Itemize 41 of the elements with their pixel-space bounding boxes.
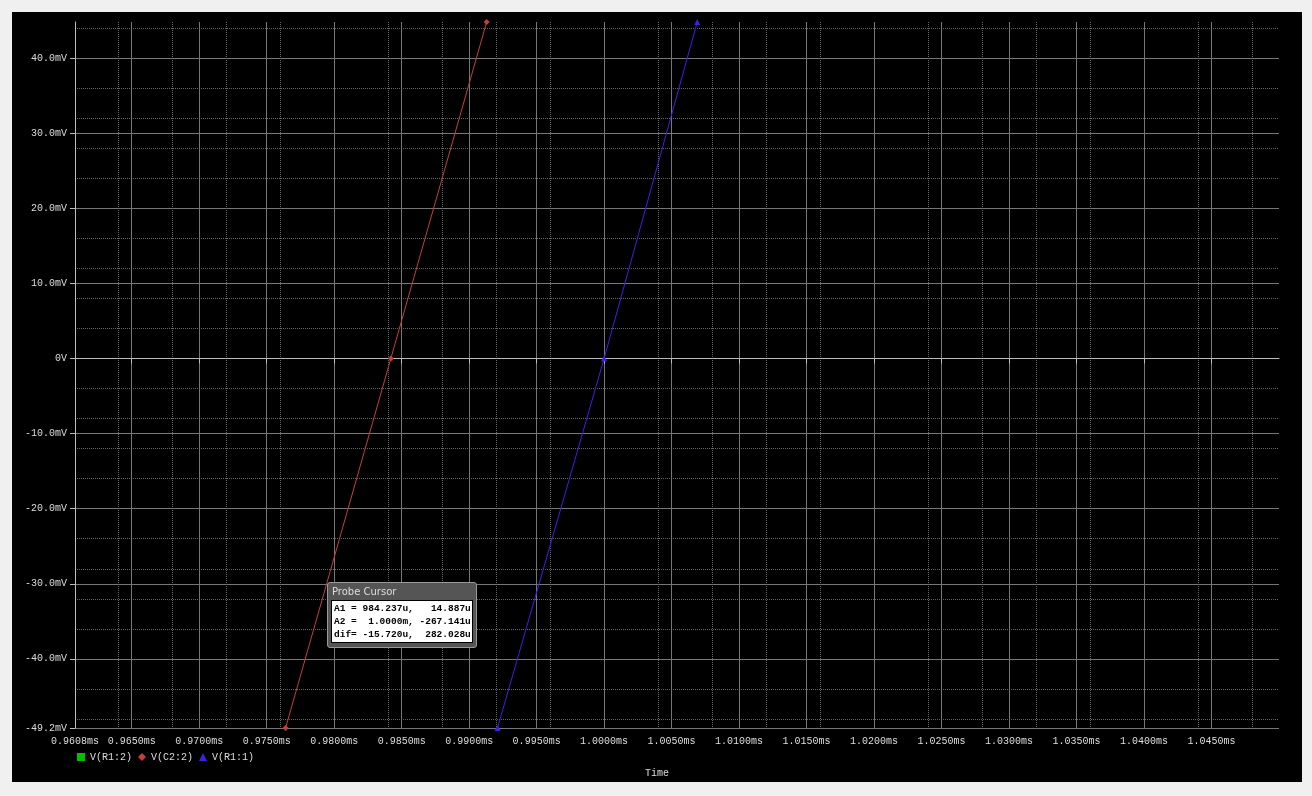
x-tick-label: 0.9650ms	[107, 735, 156, 747]
x-tick-label: 1.0050ms	[647, 735, 696, 747]
annotation: A1 = 984.237u, 14.887u	[334, 603, 471, 614]
y-tick-label: -30.0mV	[24, 578, 67, 590]
legend-label: V(R1:1)	[212, 751, 255, 763]
x-tick-label: 1.0150ms	[782, 735, 831, 747]
y-tick-label: -49.2mV	[24, 722, 67, 734]
x-tick-label: 1.0450ms	[1187, 735, 1236, 747]
annotation: dif= -15.720u, 282.028u	[334, 629, 471, 640]
point	[387, 355, 394, 362]
x-tick-label: 0.9950ms	[512, 735, 561, 747]
annotation: Probe Cursor	[331, 585, 398, 599]
point	[694, 19, 701, 25]
point	[483, 19, 490, 25]
y-tick-label: 30.0mV	[30, 127, 67, 139]
x-tick-label: 1.0100ms	[715, 735, 764, 747]
y-tick-label: -20.0mV	[24, 503, 67, 515]
x-tick-label: 0.9900ms	[445, 735, 494, 747]
x-tick-label: 0.9700ms	[175, 735, 224, 747]
legend-label: V(R1:2)	[90, 751, 133, 763]
y-tick-label: 40.0mV	[30, 52, 67, 64]
x-axis-title: Time	[644, 768, 670, 779]
legend-label: V(C2:2)	[151, 751, 194, 763]
point	[282, 725, 289, 731]
annotation: A2 = 1.0000m, -267.141u	[334, 616, 471, 627]
x-tick-label: 1.0300ms	[985, 735, 1034, 747]
y-tick-label: 20.0mV	[30, 202, 67, 214]
x-tick-label: 0.9608ms	[50, 735, 100, 747]
x-tick-label: 0.9800ms	[310, 735, 359, 747]
x-tick-label: 1.0350ms	[1052, 735, 1101, 747]
x-tick-label: 1.0200ms	[850, 735, 899, 747]
x-tick-label: 0.9850ms	[377, 735, 426, 747]
y-tick-label: -10.0mV	[24, 428, 67, 440]
x-tick-label: 0.9750ms	[242, 735, 291, 747]
x-tick-label: 1.0000ms	[580, 735, 629, 747]
y-tick-label: -40.0mV	[24, 653, 67, 665]
y-tick-label: 0V	[54, 352, 67, 364]
x-tick-label: 1.0400ms	[1120, 735, 1169, 747]
y-tick-label: 10.0mV	[30, 277, 67, 289]
point	[494, 725, 501, 731]
x-tick-label: 1.0250ms	[917, 735, 966, 747]
